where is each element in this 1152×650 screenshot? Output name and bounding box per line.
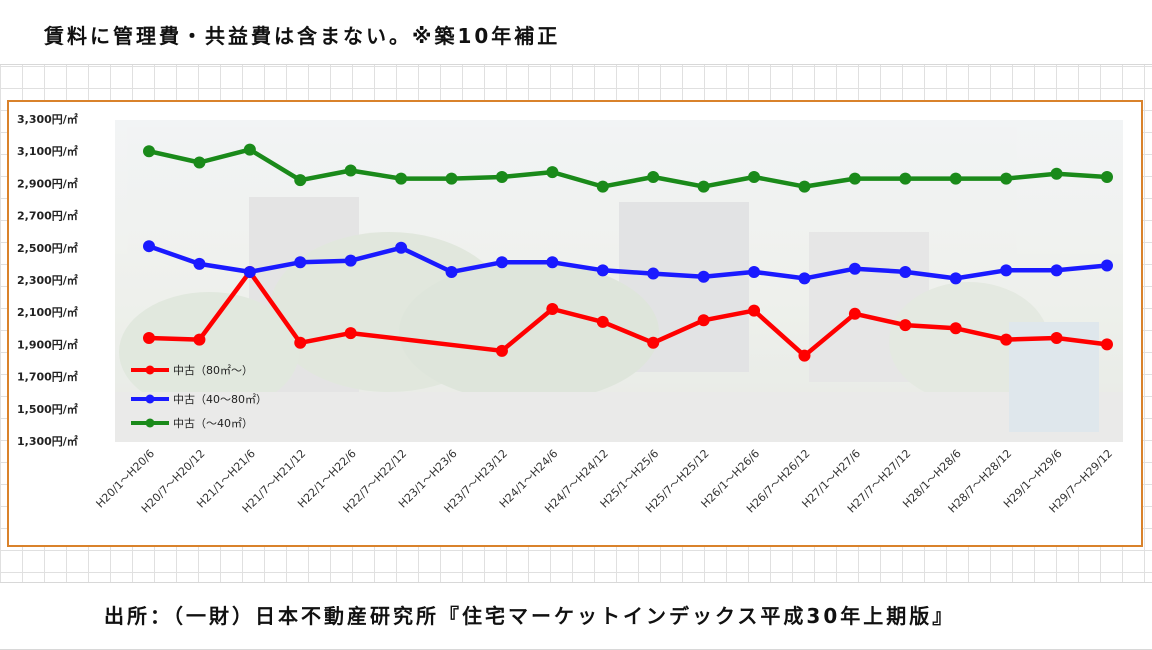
- data-point: [899, 319, 912, 332]
- data-point: [546, 166, 559, 179]
- data-point: [949, 272, 962, 285]
- data-point: [748, 170, 761, 183]
- legend-marker: [145, 365, 155, 375]
- chart-frame: 3,300円/㎡ 3,100円/㎡ 2,900円/㎡ 2,700円/㎡ 2,500円/㎡…: [7, 100, 1143, 629]
- y-tick-label: 1,700円/㎡: [17, 370, 78, 384]
- data-point: [647, 336, 660, 349]
- data-point: [848, 262, 861, 275]
- y-tick-label: 3,300円/㎡: [17, 112, 78, 126]
- data-point: [546, 302, 559, 315]
- data-point: [294, 256, 307, 269]
- data-point: [1000, 333, 1013, 346]
- data-point: [1101, 170, 1113, 183]
- data-point: [193, 257, 206, 270]
- data-point: [243, 143, 256, 156]
- data-point: [798, 272, 811, 285]
- data-point: [1000, 264, 1013, 277]
- data-point: [143, 240, 155, 253]
- data-point: [1101, 338, 1113, 351]
- header-band: 賃料に管理費・共益費は含まない。※築10年補正: [0, 0, 1152, 65]
- y-tick-label: 2,100円/㎡: [17, 305, 78, 319]
- y-tick-label: 1,300円/㎡: [17, 434, 78, 448]
- legend-marker: [145, 394, 155, 404]
- data-point: [344, 164, 357, 177]
- data-point: [1000, 172, 1013, 185]
- y-tick-label: 2,500円/㎡: [17, 241, 78, 255]
- data-point: [697, 270, 710, 283]
- data-point: [949, 322, 962, 335]
- data-point: [294, 336, 307, 349]
- y-tick-label: 2,700円/㎡: [17, 209, 78, 223]
- data-point: [495, 170, 508, 183]
- data-point: [193, 156, 206, 169]
- data-point: [1050, 264, 1063, 277]
- data-point: [193, 333, 206, 346]
- data-point: [748, 304, 761, 317]
- data-point: [143, 145, 155, 158]
- data-point: [848, 172, 861, 185]
- data-point: [647, 170, 660, 183]
- data-point: [798, 180, 811, 193]
- data-point: [1050, 331, 1063, 344]
- y-tick-label: 2,300円/㎡: [17, 273, 78, 287]
- series-line-1: [148, 244, 1108, 281]
- data-point: [445, 265, 458, 278]
- data-point: [647, 267, 660, 280]
- data-point: [344, 254, 357, 267]
- x-axis: H20/1～H20/6H20/7～H20/12H21/1～H21/6H21/7～…: [94, 447, 1116, 516]
- data-point: [596, 315, 609, 328]
- data-point: [798, 349, 811, 362]
- data-point: [395, 172, 408, 185]
- data-point: [143, 331, 155, 344]
- line-chart: 3,300円/㎡ 3,100円/㎡ 2,900円/㎡ 2,700円/㎡ 2,500円/㎡…: [17, 112, 1123, 516]
- legend: 中古（80㎡～） 中古（40～80㎡） 中古（～40㎡）: [131, 364, 267, 430]
- data-point: [1101, 259, 1113, 272]
- series-line-2: [148, 147, 1108, 189]
- data-point: [445, 172, 458, 185]
- y-tick-label: 1,900円/㎡: [17, 337, 78, 351]
- data-point: [243, 265, 256, 278]
- legend-label: 中古（40～80㎡）: [173, 393, 267, 406]
- data-point: [1050, 167, 1063, 180]
- data-point: [546, 256, 559, 269]
- data-point: [495, 256, 508, 269]
- data-point: [596, 264, 609, 277]
- source-note: 出所：（一財）日本不動産研究所『住宅マーケットインデックス平成30年上期版』: [104, 604, 956, 628]
- data-point: [899, 265, 912, 278]
- data-point: [344, 327, 357, 340]
- data-point: [294, 174, 307, 187]
- data-point: [899, 172, 912, 185]
- legend-label: 中古（～40㎡）: [173, 417, 253, 430]
- data-point: [495, 344, 508, 357]
- y-tick-label: 3,100円/㎡: [17, 144, 78, 158]
- plot-area: [143, 143, 1113, 362]
- data-point: [596, 180, 609, 193]
- y-tick-label: 1,500円/㎡: [17, 402, 78, 416]
- data-point: [395, 241, 408, 254]
- legend-label: 中古（80㎡～）: [173, 364, 253, 377]
- data-point: [697, 180, 710, 193]
- data-point: [697, 314, 710, 327]
- y-tick-label: 2,900円/㎡: [17, 176, 78, 190]
- data-point: [949, 172, 962, 185]
- y-axis: 3,300円/㎡ 3,100円/㎡ 2,900円/㎡ 2,700円/㎡ 2,500円/㎡…: [17, 112, 78, 448]
- data-point: [848, 307, 861, 320]
- legend-marker: [145, 418, 155, 428]
- series-line-0: [148, 269, 1108, 358]
- header-note: 賃料に管理費・共益費は含まない。※築10年補正: [44, 24, 561, 48]
- data-point: [748, 265, 761, 278]
